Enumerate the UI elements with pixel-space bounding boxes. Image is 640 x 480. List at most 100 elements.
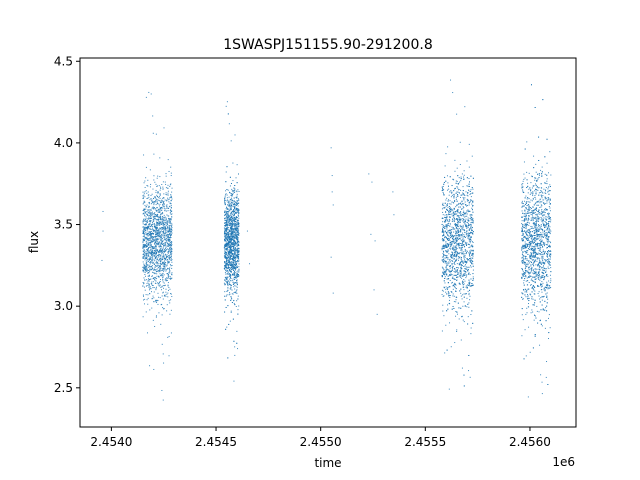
data-point-cluster-2 [225,223,227,225]
data-point-cluster-2 [228,236,230,238]
data-point-cluster-2 [236,231,238,233]
data-point-cluster-1 [151,232,153,234]
data-point-cluster-2 [233,218,235,220]
data-point-cluster-3 [451,235,453,237]
data-point-cluster-3 [448,237,450,239]
data-point-cluster-2 [223,282,225,284]
data-point-cluster-1 [166,277,167,279]
data-point-cluster-3 [450,242,452,244]
data-point-cluster-1 [170,218,172,220]
data-point-cluster-3 [460,211,462,213]
data-point-cluster-3 [460,231,462,233]
data-point-cluster-3 [442,256,444,258]
data-point-cluster-1 [168,237,170,239]
data-point-cluster-3 [461,261,463,263]
data-point-cluster-1 [157,267,159,269]
data-point-cluster-2 [224,263,226,265]
data-point-cluster-1 [170,233,172,235]
data-point-cluster-2 [235,230,237,232]
data-point-cluster-3 [470,245,472,247]
data-point-cluster-1 [159,267,161,269]
data-point-cluster-2 [234,278,236,280]
data-point-cluster-3 [463,220,465,222]
data-point-cluster-1 [167,289,169,291]
data-point-cluster-1 [152,281,154,283]
data-point-cluster-2 [224,239,226,241]
data-point-cluster-1 [169,222,171,224]
data-point-cluster-2 [235,202,237,204]
data-point-cluster-1 [147,294,149,296]
data-point-cluster-1 [157,303,159,305]
data-point-cluster-2 [233,269,235,271]
data-point-cluster-1 [148,253,150,255]
data-point-cluster-1 [145,254,147,256]
data-point-cluster-2 [231,227,233,229]
data-point-cluster-2 [228,216,230,218]
data-point-cluster-1 [150,234,152,236]
data-point-cluster-3 [471,244,473,246]
data-point-cluster-1 [146,213,148,215]
data-point-cluster-3 [463,293,465,295]
data-point-cluster-2 [225,270,227,272]
data-point-cluster-1 [163,295,165,297]
data-point-cluster-1 [155,248,157,250]
data-point-cluster-3 [460,307,462,309]
data-point-cluster-3 [449,203,451,205]
data-point-cluster-1 [143,256,145,258]
data-point-cluster-3 [447,282,449,284]
data-point-cluster-1 [159,232,161,234]
data-point-cluster-2 [233,191,235,193]
data-point-cluster-2 [226,233,227,235]
data-point-cluster-1 [157,192,159,193]
data-point-cluster-2 [232,200,234,202]
data-point-cluster-1 [145,241,147,243]
data-point-cluster-1 [148,280,150,282]
data-point-cluster-1 [156,177,158,179]
data-point-cluster-2 [237,259,239,261]
data-point-cluster-1 [153,259,155,261]
data-point-cluster-1 [153,220,155,222]
data-point-cluster-2 [232,223,234,225]
data-point-cluster-3 [466,235,468,237]
data-point-cluster-2 [235,212,237,214]
data-point-cluster-1 [144,237,146,239]
data-point-cluster-3 [456,230,458,232]
data-point-cluster-1 [146,230,148,232]
data-point-cluster-2 [228,263,230,265]
data-point-cluster-1 [159,265,161,267]
data-point-cluster-2 [226,247,228,249]
data-point-cluster-1 [163,222,165,224]
data-point-cluster-3 [462,240,464,242]
data-point-cluster-1 [150,254,152,256]
data-point-cluster-2 [234,250,236,252]
data-point-cluster-1 [145,243,147,245]
data-point-cluster-2 [234,267,236,269]
data-point-cluster-2 [224,228,226,230]
data-point-cluster-3 [459,141,461,143]
data-point-cluster-2 [227,285,229,287]
data-point-cluster-3 [463,215,465,217]
data-point-cluster-1 [161,227,163,229]
data-point-cluster-3 [459,262,461,264]
data-point-cluster-1 [153,246,155,248]
data-point-cluster-1 [150,212,152,214]
data-point-cluster-1 [170,200,172,202]
data-point-cluster-1 [151,228,153,230]
data-point-cluster-1 [156,249,158,251]
data-point-cluster-3 [455,182,457,184]
data-point-cluster-2 [231,195,233,197]
data-point-cluster-3 [469,241,471,243]
data-point-cluster-3 [453,307,455,309]
data-point-cluster-3 [442,188,444,190]
data-point-cluster-3 [466,286,468,288]
data-point-cluster-1 [142,240,144,242]
data-point-cluster-1 [169,237,171,239]
data-point-cluster-3 [441,228,443,230]
data-point-cluster-2 [230,248,232,250]
data-point-cluster-3 [454,245,456,247]
data-point-cluster-1 [151,200,153,202]
data-point-cluster-2 [234,254,236,256]
data-point-cluster-2 [224,255,226,257]
data-point-cluster-3 [446,273,448,275]
data-point-cluster-1 [146,234,148,236]
